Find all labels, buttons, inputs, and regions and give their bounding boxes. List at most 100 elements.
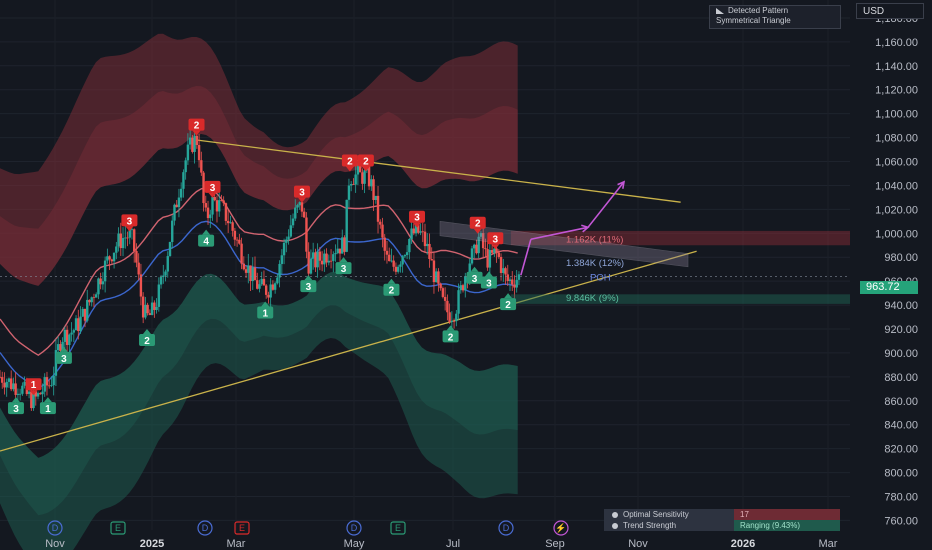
candle-body [249, 265, 252, 281]
candle-body [61, 341, 64, 352]
candle-body [115, 246, 118, 253]
candle-body [262, 278, 266, 286]
candle-body [258, 284, 261, 289]
candle-body [182, 172, 185, 189]
candle-body [311, 252, 315, 259]
candle-body [488, 250, 492, 268]
candle-body [303, 211, 306, 218]
event-letter: D [503, 523, 510, 533]
badge-number: 3 [13, 404, 19, 415]
pattern-name: Symmetrical Triangle [716, 16, 791, 25]
candle-body [405, 252, 409, 256]
price-tick: 1,160.00 [875, 37, 918, 49]
candle-body [68, 334, 71, 346]
candle-body [135, 251, 138, 263]
event-letter: D [52, 523, 59, 533]
badge-number: 3 [472, 274, 478, 285]
swing-high-label: 1 [25, 378, 42, 396]
candle-body [443, 296, 447, 301]
badge-pointer [11, 397, 20, 403]
event-letter: E [395, 523, 401, 533]
badge-number: 3 [299, 188, 305, 199]
candle-body [92, 297, 96, 299]
currency-selector[interactable]: USD [856, 3, 924, 19]
badge-pointer [446, 325, 455, 331]
badge-box [442, 330, 459, 343]
candle-body [356, 166, 360, 175]
candle-body [298, 202, 301, 206]
candle-body [260, 278, 263, 285]
time-axis[interactable]: Nov 2025 Mar May Jul Sep Nov 2026 Mar [45, 538, 838, 550]
legend-label: Optimal Sensitivity [604, 509, 734, 520]
candle-body [97, 278, 100, 295]
badge-number: 2 [363, 157, 369, 168]
candle-body [349, 184, 353, 186]
candle-body [437, 271, 440, 284]
candle-body [213, 196, 216, 201]
candle-body [112, 252, 116, 262]
candle-body [45, 377, 49, 386]
badge-box [198, 234, 215, 247]
price-tick: 880.00 [884, 372, 918, 384]
candle-body [325, 253, 328, 263]
badge-number: 1 [45, 404, 51, 415]
candle-body [305, 217, 308, 252]
candle-body [251, 267, 254, 281]
candle-body [477, 236, 480, 254]
badge-number: 3 [414, 213, 420, 224]
candle-body [229, 222, 232, 224]
candle-body [352, 184, 355, 185]
badge-box [480, 276, 497, 289]
candle-body [376, 195, 380, 222]
candle-body [186, 144, 190, 161]
candle-body [77, 318, 80, 332]
price-axis[interactable]: 760.00 780.00 800.00 820.00 840.00 860.00 880.… [875, 13, 918, 527]
pattern-title: Detected Pattern [710, 6, 840, 16]
candle-body [408, 239, 411, 253]
candle-body [392, 260, 395, 267]
swing-low-label: 2 [500, 293, 517, 311]
candle-body [341, 237, 344, 254]
badge-number: 1 [31, 380, 37, 391]
event-marker: E [234, 521, 250, 535]
time-tick: Mar [227, 538, 246, 550]
candle-body [139, 274, 143, 297]
candle-body [291, 218, 295, 226]
candle-body [307, 251, 310, 274]
projection-arrow [530, 226, 589, 241]
candle-body [148, 313, 152, 315]
candle-body [235, 239, 239, 241]
candle-body [209, 214, 212, 219]
event-marker: D [197, 520, 213, 536]
candle-body [336, 248, 339, 254]
price-tick: 1,000.00 [875, 228, 918, 240]
candle-body [515, 279, 518, 288]
candle-body [450, 320, 454, 323]
price-tick: 940.00 [884, 300, 918, 312]
badge-number: 3 [61, 354, 67, 365]
legend-value: 17 [734, 509, 840, 520]
event-markers: D E D E D E D ⚡ [47, 520, 569, 536]
candle-body [396, 266, 400, 272]
candle-body [347, 185, 351, 200]
candle-body [238, 239, 241, 244]
candle-body [23, 381, 26, 386]
swing-high-label: 3 [409, 210, 426, 228]
event-letter: E [115, 523, 121, 533]
price-tick: 1,040.00 [875, 180, 918, 192]
dividend-icon [197, 520, 213, 536]
candle-body [159, 276, 163, 285]
candle-body [231, 222, 234, 231]
candle-body [43, 377, 46, 392]
candle-body [289, 225, 292, 237]
swing-high-label: 2 [341, 154, 358, 172]
badge-box [487, 232, 504, 245]
candle-body [247, 265, 250, 273]
candle-body [318, 251, 322, 261]
candle-body [374, 195, 377, 201]
candle-body [410, 228, 413, 240]
candle-body [367, 166, 371, 187]
candle-body [204, 203, 207, 208]
candle-body [428, 243, 431, 260]
